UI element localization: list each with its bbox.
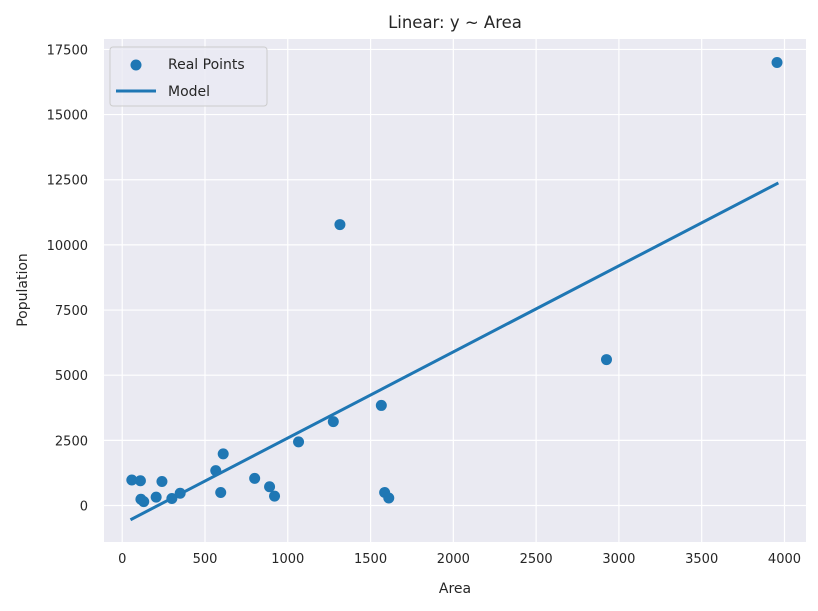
x-tick-label: 3000 (602, 552, 635, 567)
x-tick-label: 2000 (437, 552, 470, 567)
data-point (217, 448, 229, 460)
legend: Real Points Model (109, 46, 268, 107)
y-tick-label: 15000 (47, 109, 88, 124)
data-point (174, 487, 186, 499)
x-tick-label: 500 (193, 552, 218, 567)
y-tick-label: 12500 (47, 174, 88, 189)
y-tick-label: 10000 (47, 239, 88, 254)
y-tick-label: 0 (80, 500, 88, 515)
data-point (293, 436, 305, 448)
data-point (383, 492, 395, 504)
grid (104, 39, 806, 542)
y-tick-labels: 0 2500 5000 7500 10000 12500 15000 17500 (47, 43, 88, 514)
data-point (138, 496, 150, 508)
x-tick-label: 1500 (354, 552, 387, 567)
y-axis-label: Population (15, 253, 31, 327)
data-point (264, 481, 276, 493)
y-tick-label: 17500 (47, 43, 88, 58)
data-point (156, 476, 168, 488)
data-point (134, 475, 146, 487)
data-point (210, 465, 222, 477)
legend-label-real-points: Real Points (168, 57, 245, 73)
data-point (166, 492, 178, 504)
data-point (600, 354, 612, 366)
y-tick-label: 2500 (55, 434, 88, 449)
data-point (215, 486, 227, 498)
data-point (327, 416, 339, 428)
x-tick-label: 3500 (685, 552, 718, 567)
x-tick-label: 1000 (271, 552, 304, 567)
legend-marker-real-points (130, 59, 142, 71)
legend-label-model: Model (168, 84, 210, 100)
model-series (129, 181, 780, 522)
data-point (334, 219, 346, 231)
x-tick-label: 2500 (520, 552, 553, 567)
data-point (375, 399, 387, 411)
data-point (150, 491, 162, 503)
data-point (126, 474, 138, 486)
chart-title: Linear: y ~ Area (388, 13, 522, 32)
data-point (249, 472, 261, 484)
x-tick-label: 0 (118, 552, 126, 567)
model-line (129, 181, 780, 522)
data-point (771, 56, 783, 68)
data-point (269, 490, 281, 502)
y-tick-label: 7500 (55, 304, 88, 319)
y-tick-label: 5000 (55, 369, 88, 384)
x-tick-labels: 0 500 1000 1500 2000 2500 3000 3500 4000 (118, 552, 801, 567)
x-tick-label: 4000 (768, 552, 801, 567)
real-points-series (126, 56, 783, 508)
x-axis-label: Area (439, 581, 471, 597)
